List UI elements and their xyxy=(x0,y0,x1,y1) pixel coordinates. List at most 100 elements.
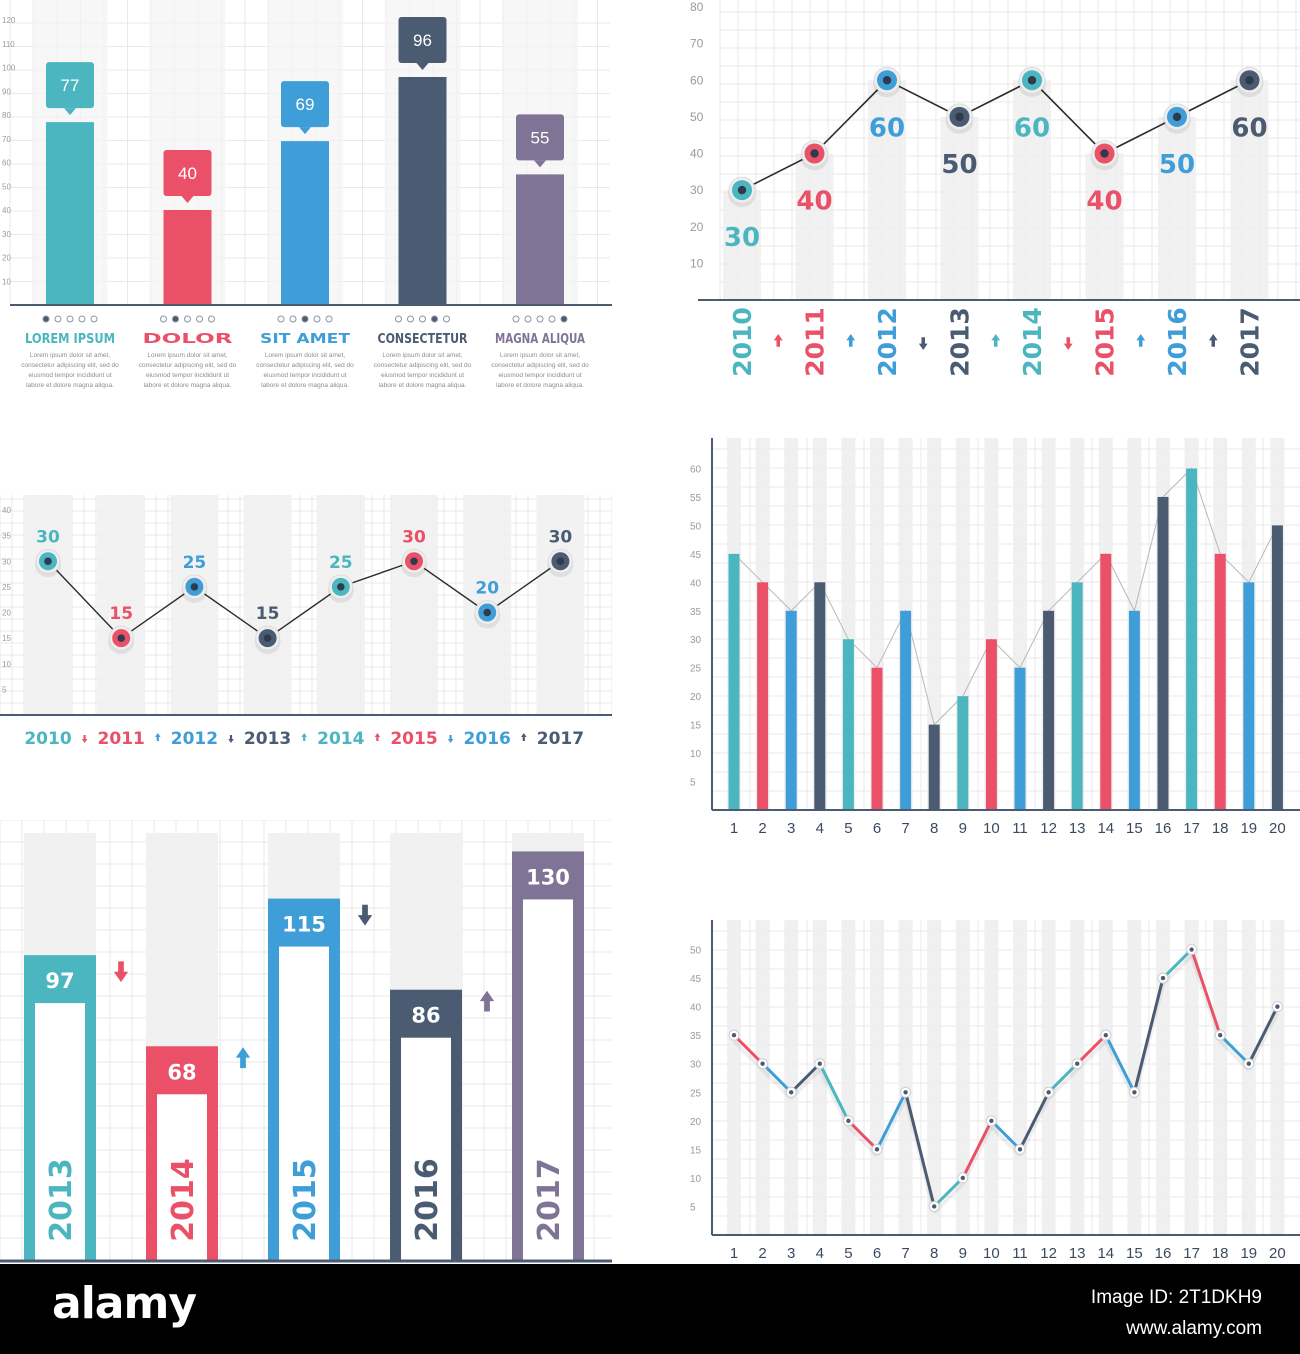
chart4-x-tick: 8 xyxy=(930,820,938,837)
chart4-bar xyxy=(1214,553,1226,810)
chart1-ytick: 110 xyxy=(2,40,15,49)
chart1-value-callout xyxy=(516,114,564,161)
chart3-year-label: 2013 xyxy=(244,729,291,749)
chart2-column-band xyxy=(868,80,906,300)
chart4-ytick: 5 xyxy=(690,778,696,789)
chart6-column-band xyxy=(727,920,741,1235)
chart3-year-label: 2017 xyxy=(537,729,584,749)
chart6-ytick: 15 xyxy=(690,1145,702,1156)
chart1-category-label: MAGNA ALIQUA xyxy=(495,332,585,347)
chart3-year-label: 2012 xyxy=(171,729,218,749)
chart3-point-center xyxy=(263,634,272,642)
chart2-year-label: 2011 xyxy=(801,307,830,377)
brand-logo: alamy xyxy=(52,1278,197,1329)
chart1-value-label: 55 xyxy=(531,128,550,147)
chart4-bar xyxy=(1186,468,1198,810)
chart5-year-label: 2015 xyxy=(288,1158,323,1242)
chart1-callout-tip xyxy=(181,196,194,203)
chart2-year-label: 2014 xyxy=(1018,307,1047,377)
chart6-column-band xyxy=(1270,920,1285,1235)
chart2-ytick: 10 xyxy=(690,256,704,270)
chart4-bar xyxy=(1243,582,1255,810)
chart4-x-tick: 4 xyxy=(816,820,824,837)
chart1-callout-tip xyxy=(534,160,546,168)
chart6-column-band xyxy=(1156,920,1170,1235)
chart6-segment xyxy=(1219,1034,1250,1065)
chart5-year-label: 2013 xyxy=(44,1158,79,1242)
chart6-x-tick: 17 xyxy=(1183,1245,1200,1262)
chart1-ytick: 50 xyxy=(2,182,11,191)
chart2-ytick: 40 xyxy=(690,147,704,161)
chart6-x-tick: 14 xyxy=(1097,1245,1114,1262)
chart4-ytick: 40 xyxy=(690,578,702,589)
chart1-value-label: 77 xyxy=(61,76,80,95)
chart1-pager-dot xyxy=(536,315,544,323)
chart3-column-band xyxy=(24,495,72,715)
chart1-bar xyxy=(281,141,329,305)
chart5-value-label: 115 xyxy=(282,913,326,937)
chart4-bar xyxy=(1071,582,1083,810)
chart3-ytick: 15 xyxy=(2,634,11,643)
chart6-point-center xyxy=(731,1032,737,1038)
chart4-ytick: 45 xyxy=(690,550,702,561)
chart3-value-label: 25 xyxy=(183,553,207,573)
chart1-description-line: consectetur adipiscing elit, sed do xyxy=(374,362,472,369)
chart6-segment xyxy=(1132,977,1165,1093)
chart1-description-line: eiusmod tempor incididunt ut xyxy=(263,372,346,379)
chart4-x-tick: 2 xyxy=(758,820,766,837)
chart4-x-tick: 18 xyxy=(1212,820,1229,837)
chart6-x-tick: 16 xyxy=(1155,1245,1172,1262)
chart4-ytick: 35 xyxy=(690,607,702,618)
chart1-description-line: labore et dolore magna aliqua. xyxy=(144,382,232,389)
chart3-ytick: 20 xyxy=(2,609,11,618)
chart6-x-tick: 1 xyxy=(730,1245,738,1262)
chart1-pager-dot xyxy=(184,315,191,323)
chart1-value-label: 69 xyxy=(296,95,315,114)
chart3-point-center xyxy=(190,583,199,591)
chart4-x-tick: 20 xyxy=(1269,820,1286,837)
chart4-ytick: 20 xyxy=(690,692,702,703)
chart1-category-label: CONSECTETUR xyxy=(378,332,468,347)
chart6-segment-shadow xyxy=(1104,1040,1137,1100)
chart-line-years-b: 5 10 15 20 25 30 35 40 30 2010 15 2011 25 2012 15 2013 2… xyxy=(0,495,612,749)
chart2-trend-arrow-icon xyxy=(918,337,928,350)
chart6-x-tick: 15 xyxy=(1126,1245,1143,1262)
chart6-point-center xyxy=(874,1147,880,1152)
chart1-pager-dot xyxy=(78,315,86,323)
chart3-column-band xyxy=(170,495,219,715)
chart1-description-line: labore et dolore magna aliqua. xyxy=(496,382,584,389)
chart1-ytick: 10 xyxy=(2,277,11,286)
chart1-pager-dot xyxy=(560,315,568,323)
chart6-ytick: 35 xyxy=(690,1031,702,1042)
chart1-pager-dot xyxy=(66,315,74,323)
chart6-segment xyxy=(875,1091,907,1151)
chart2-value-label: 30 xyxy=(724,223,760,253)
chart5-year-label: 2014 xyxy=(166,1158,201,1242)
chart4-x-tick: 10 xyxy=(983,820,1000,837)
chart6-segment xyxy=(790,1062,821,1094)
chart6-x-tick: 2 xyxy=(758,1245,766,1262)
chart6-column-band xyxy=(1070,920,1085,1235)
chart2-column-band xyxy=(1085,153,1124,300)
chart6-segment xyxy=(818,1063,850,1122)
chart6-x-tick: 19 xyxy=(1240,1245,1257,1262)
chart1-pager-dot xyxy=(313,315,321,323)
chart1-ytick: 20 xyxy=(2,254,11,263)
chart5-trend-arrow-icon xyxy=(479,990,495,1012)
chart4-x-tick: 7 xyxy=(901,820,909,837)
chart6-segment xyxy=(1104,1034,1136,1093)
chart6-x-tick: 7 xyxy=(901,1245,909,1262)
chart6-ytick: 30 xyxy=(690,1060,702,1071)
chart1-description-line: labore et dolore magna aliqua. xyxy=(261,382,349,389)
chart3-ytick: 30 xyxy=(2,557,11,566)
chart6-x-tick: 8 xyxy=(930,1245,938,1262)
chart2-year-label: 2015 xyxy=(1091,307,1120,377)
chart6-segment xyxy=(847,1119,879,1151)
chart1-pager-dot xyxy=(208,315,215,323)
chart5-value-label: 86 xyxy=(411,1004,440,1028)
chart2-point-center xyxy=(955,112,964,122)
chart2-ytick: 20 xyxy=(690,220,704,234)
chart6-column-band xyxy=(784,920,799,1235)
chart3-ytick: 35 xyxy=(2,532,11,541)
site-url-label: www.alamy.com xyxy=(1126,1318,1262,1339)
